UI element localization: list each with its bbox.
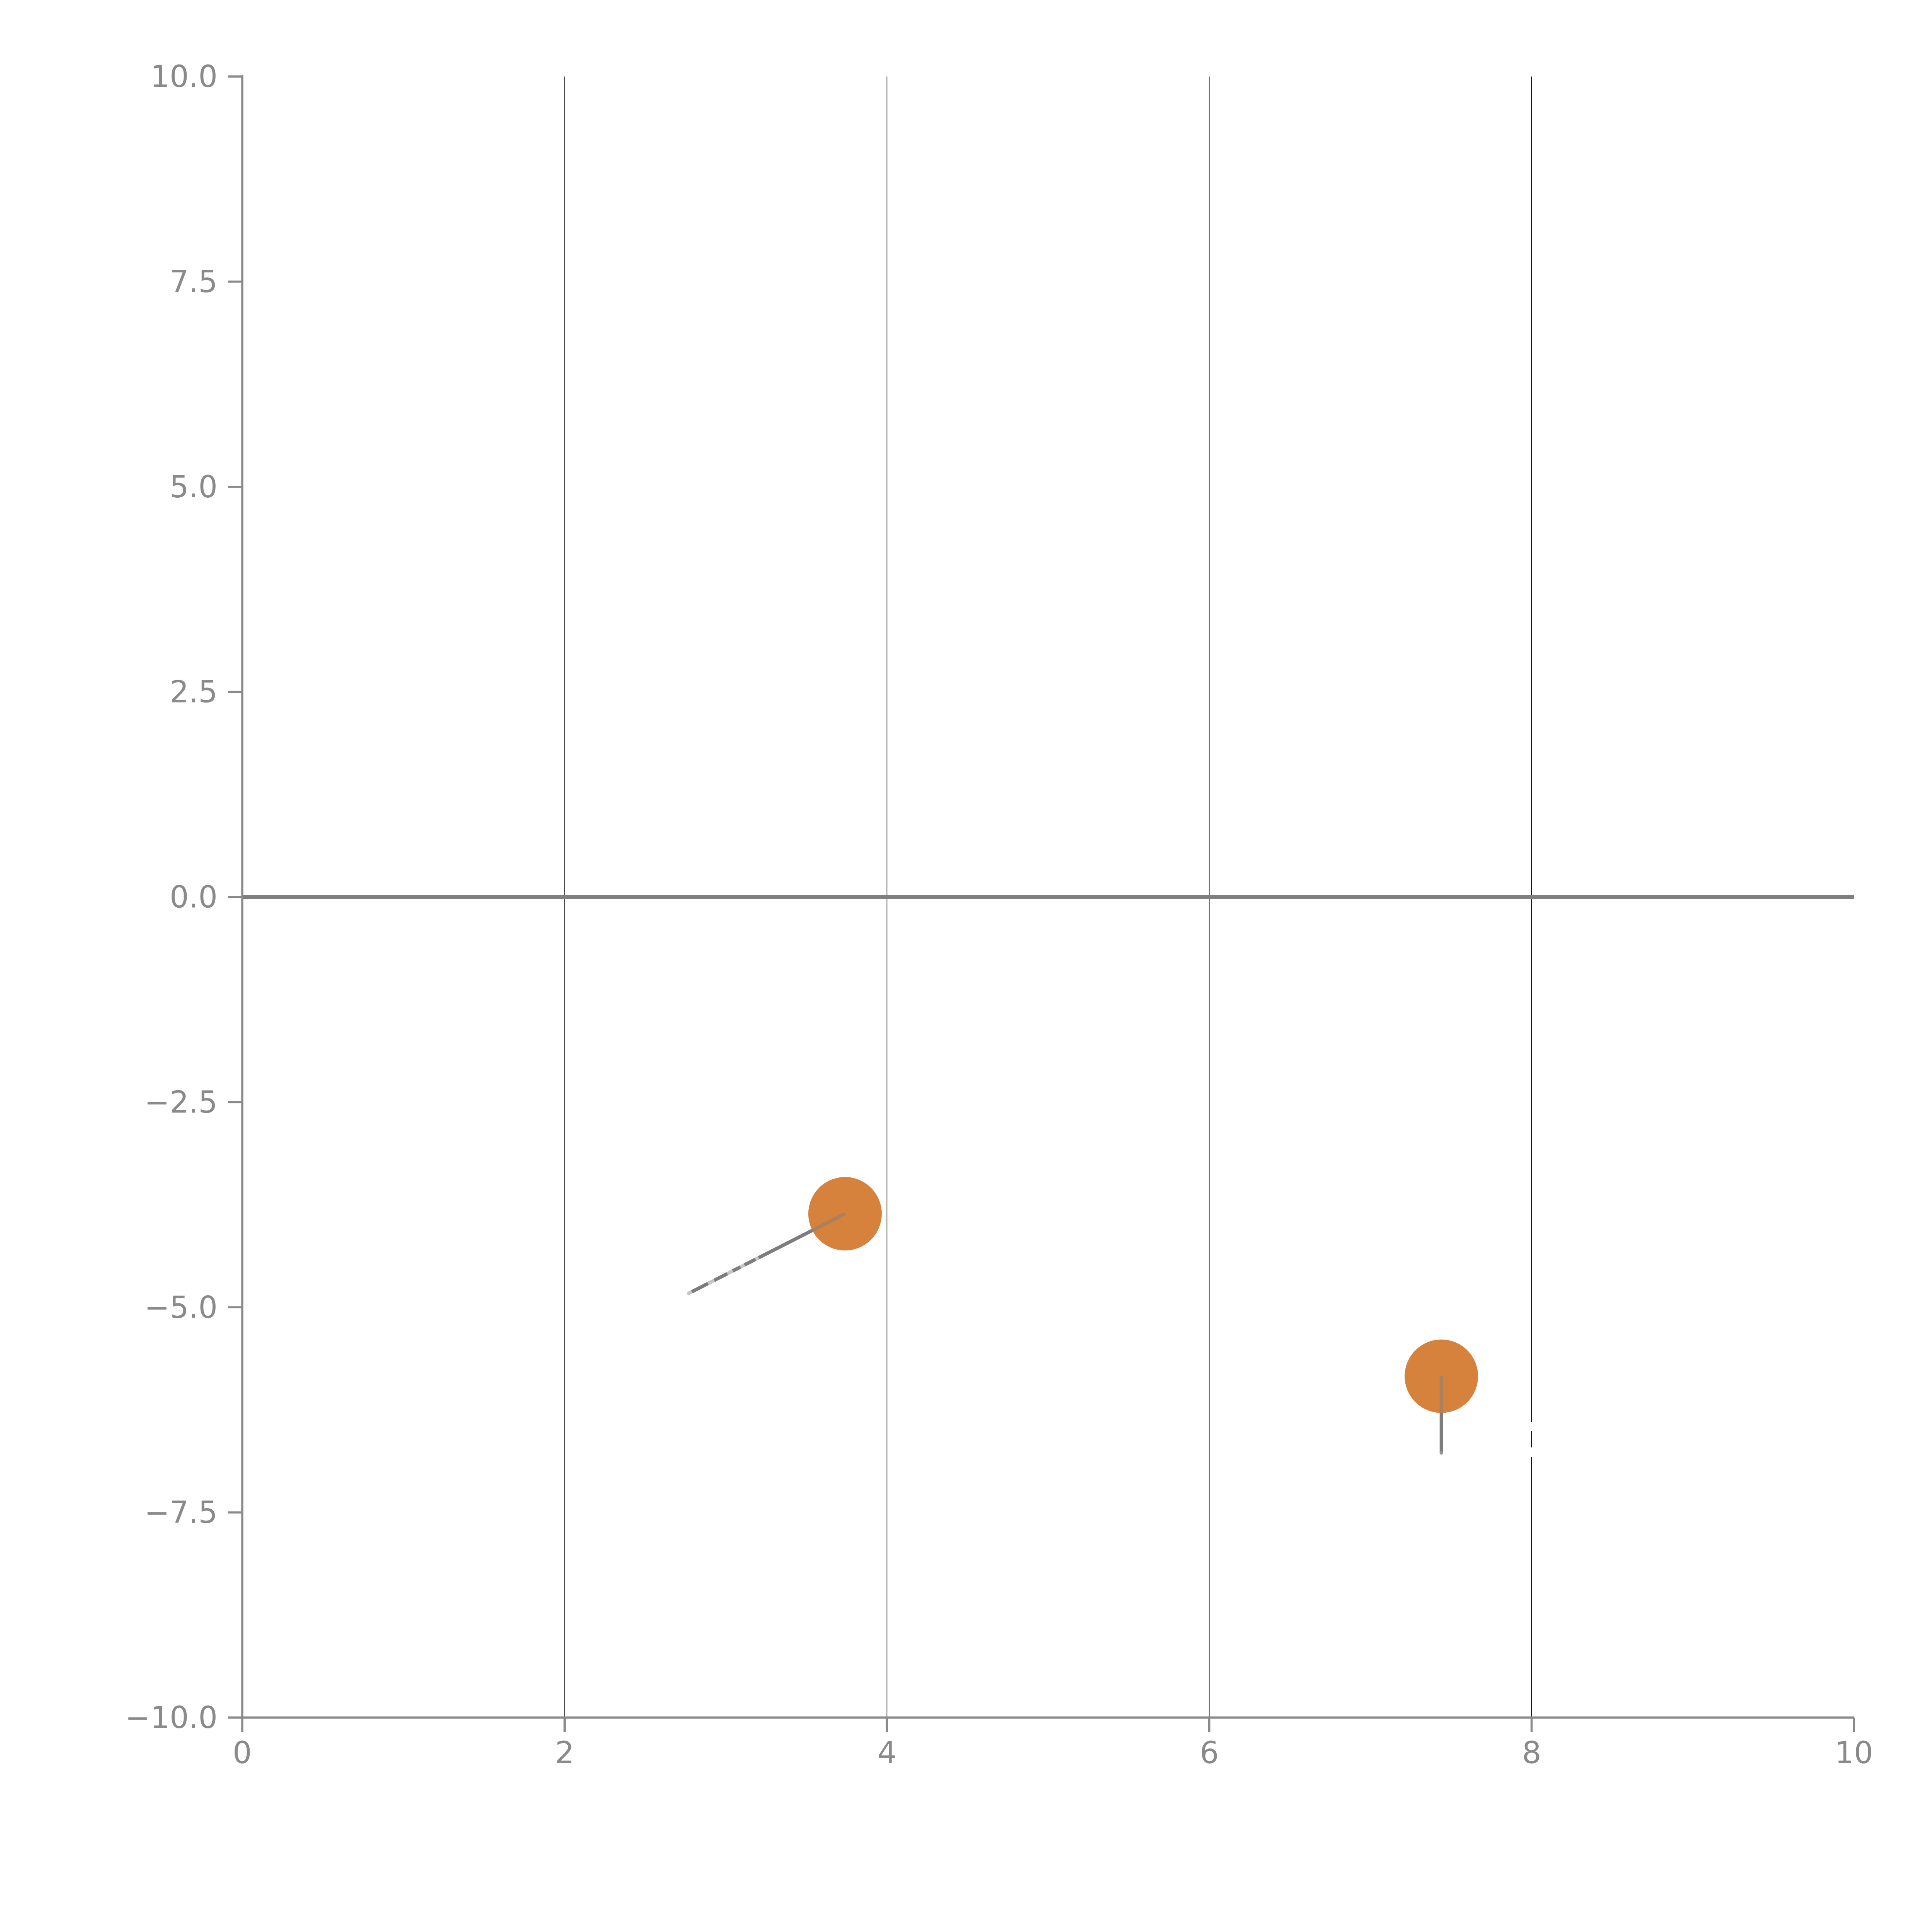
- gridline-gap-2: [1522, 1447, 1543, 1457]
- y-tick-label: 2.5: [170, 675, 218, 710]
- y-tick-label: 5.0: [170, 470, 218, 505]
- x-tick-label: 4: [878, 1736, 897, 1770]
- x-tick-label: 10: [1835, 1736, 1873, 1770]
- agent-1: [687, 1177, 882, 1295]
- y-tick-label: −7.5: [145, 1495, 218, 1530]
- trail-tip: [687, 1291, 690, 1295]
- y-tick-label: −5.0: [145, 1290, 218, 1325]
- x-tick-label: 2: [555, 1736, 574, 1770]
- y-tick-label: −10.0: [125, 1701, 218, 1735]
- agent-markers: [687, 1177, 1478, 1455]
- y-tick-label: 10.0: [150, 60, 218, 94]
- y-tick-label: 7.5: [170, 265, 218, 299]
- axis-ticks: [228, 75, 1855, 1732]
- x-tick-label: 0: [233, 1736, 252, 1770]
- x-tick-label: 6: [1200, 1736, 1219, 1770]
- x-tick-label: 8: [1522, 1736, 1541, 1770]
- agent-2: [1405, 1339, 1478, 1455]
- y-tick-label: −2.5: [145, 1085, 218, 1120]
- gridline-gap-1: [1522, 1422, 1543, 1431]
- trail-tip: [1439, 1451, 1443, 1455]
- y-tick-label: 0.0: [170, 880, 218, 915]
- trail-over-dot: [811, 1212, 846, 1232]
- tick-labels: 0 2 4 6 8 10 10.0 7.5 5.0 2.5 0.0 −2.5 −5.0 −7.5 −10.0: [125, 60, 1873, 1770]
- trail-dark-segment: [690, 1229, 813, 1294]
- gridline-gaps: [1522, 1422, 1543, 1457]
